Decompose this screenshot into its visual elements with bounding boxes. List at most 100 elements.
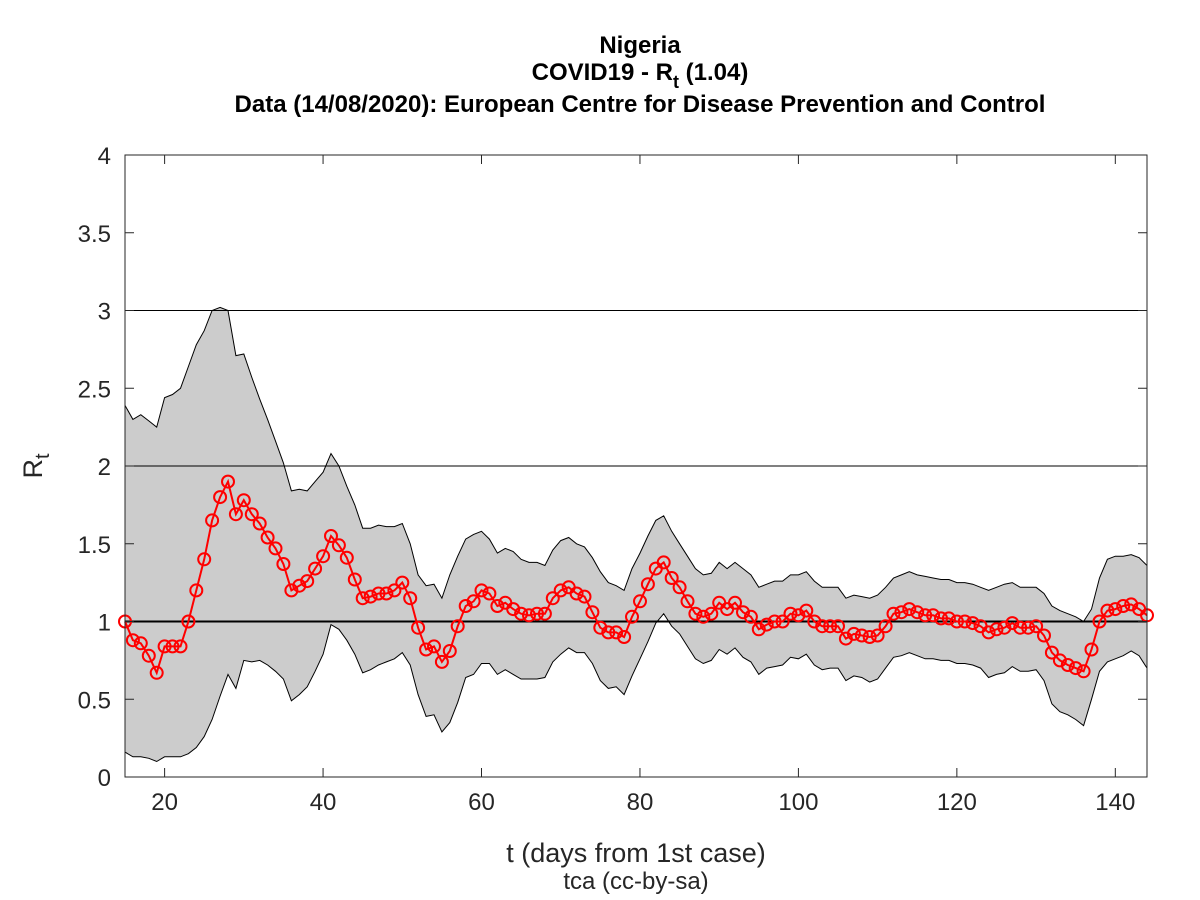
axes-layer: 20 40 60 80 100 120 140 0 0.5 1 1.5 2 2.5 3 3.5 4 [78, 143, 1148, 816]
rt-data-point [300, 574, 315, 589]
rt-data-point [688, 606, 703, 621]
y-tick-label: 0 [98, 765, 111, 792]
rt-data-point [514, 606, 529, 621]
rt-data-point [783, 606, 798, 621]
rt-data-point [331, 538, 346, 553]
rt-data-point [878, 619, 893, 634]
rt-data-point [569, 586, 584, 601]
rt-data-point [981, 625, 996, 640]
rt-data-point [1116, 599, 1131, 613]
rt-data-point [664, 571, 679, 585]
rt-data-point [545, 591, 560, 606]
rt-data-point [442, 644, 457, 658]
rt-data-point [371, 586, 386, 601]
rt-data-point [815, 619, 830, 634]
rt-data-point [1108, 602, 1123, 617]
rt-data-point [767, 614, 782, 629]
y-tick-label: 3.5 [78, 221, 111, 248]
rt-data-point [411, 620, 426, 635]
rt-data-point [696, 609, 711, 624]
rt-data-point [228, 507, 243, 522]
rt-data-point [125, 633, 140, 648]
rt-data-point [577, 589, 592, 604]
rt-data-point [419, 642, 434, 657]
rt-data-point [609, 625, 624, 640]
rt-data-point [934, 611, 948, 626]
confidence-band-area [125, 307, 1147, 762]
rt-data-point [292, 578, 307, 593]
rt-data-point [1044, 645, 1059, 660]
rt-data-point [886, 606, 901, 621]
rt-data-point [704, 606, 719, 621]
rt-data-point [434, 654, 449, 669]
rt-series-line [124, 478, 1148, 676]
rt-data-point [1084, 642, 1099, 657]
rt-data-point [221, 474, 235, 489]
y-axis-label-main: R [18, 459, 48, 479]
rt-data-point [831, 619, 845, 634]
rt-data-point [276, 557, 291, 571]
rt-data-point [165, 639, 180, 654]
rt-data-point [957, 614, 972, 629]
rt-data-point [1029, 619, 1044, 634]
rt-data-point [324, 529, 338, 543]
rt-data-point [997, 620, 1012, 635]
rt-data-point [490, 599, 505, 613]
rt-data-point [387, 583, 402, 598]
rt-data-point [625, 609, 639, 624]
rt-data-point [846, 626, 861, 641]
y-axis-label: Rt [18, 453, 54, 479]
rt-data-point [1005, 616, 1020, 631]
rt-data-point [466, 594, 481, 609]
rt-data-point [799, 603, 814, 618]
rt-data-point [522, 608, 536, 623]
rt-data-point [894, 605, 909, 620]
rt-data-point [1100, 603, 1115, 618]
rt-data-point [450, 619, 465, 634]
rt-data-point [1068, 661, 1083, 676]
x-tick-label: 20 [151, 789, 178, 816]
x-tick-label: 140 [1095, 789, 1135, 816]
rt-data-point [656, 555, 671, 570]
x-tick-label: 120 [937, 789, 977, 816]
rt-data-point [205, 513, 220, 528]
rt-data-point [680, 594, 695, 609]
rt-data-point [823, 619, 838, 634]
y-tick-label: 3 [98, 299, 111, 326]
x-tick-label: 80 [627, 789, 654, 816]
rt-data-point [728, 595, 742, 610]
rt-data-point [1052, 653, 1067, 668]
rt-data-point [244, 507, 259, 522]
rt-data-point [1076, 664, 1091, 679]
rt-data-point [260, 530, 275, 545]
rt-data-point [775, 614, 790, 629]
rt-data-point [910, 605, 925, 620]
rt-data-point [197, 552, 212, 567]
rt-data-point [1013, 620, 1028, 635]
rt-data-point [149, 665, 164, 680]
rt-data-point [870, 628, 885, 643]
rt-data-point [1021, 620, 1036, 635]
y-tick-label: 1 [98, 610, 111, 637]
rt-data-point [949, 614, 964, 629]
rt-data-point [530, 606, 544, 621]
rt-data-point [585, 605, 600, 620]
rt-data-point [1037, 628, 1051, 643]
y-tick-label: 2.5 [78, 376, 111, 403]
rt-data-point [157, 639, 172, 654]
rt-data-point [902, 602, 917, 617]
rt-data-point [427, 639, 441, 654]
x-tick-label: 100 [778, 789, 818, 816]
rt-data-point [759, 617, 774, 632]
rt-data-point [379, 586, 394, 601]
x-axis-label: t (days from 1st case) [506, 838, 766, 868]
rt-data-point [181, 614, 196, 629]
rt-data-point [926, 608, 941, 623]
rt-data-point [173, 639, 188, 654]
y-axis-label-sub: t [32, 453, 54, 459]
rt-data-point [743, 609, 758, 624]
rt-data-point [189, 583, 204, 598]
x-tick-label: 60 [468, 789, 495, 816]
